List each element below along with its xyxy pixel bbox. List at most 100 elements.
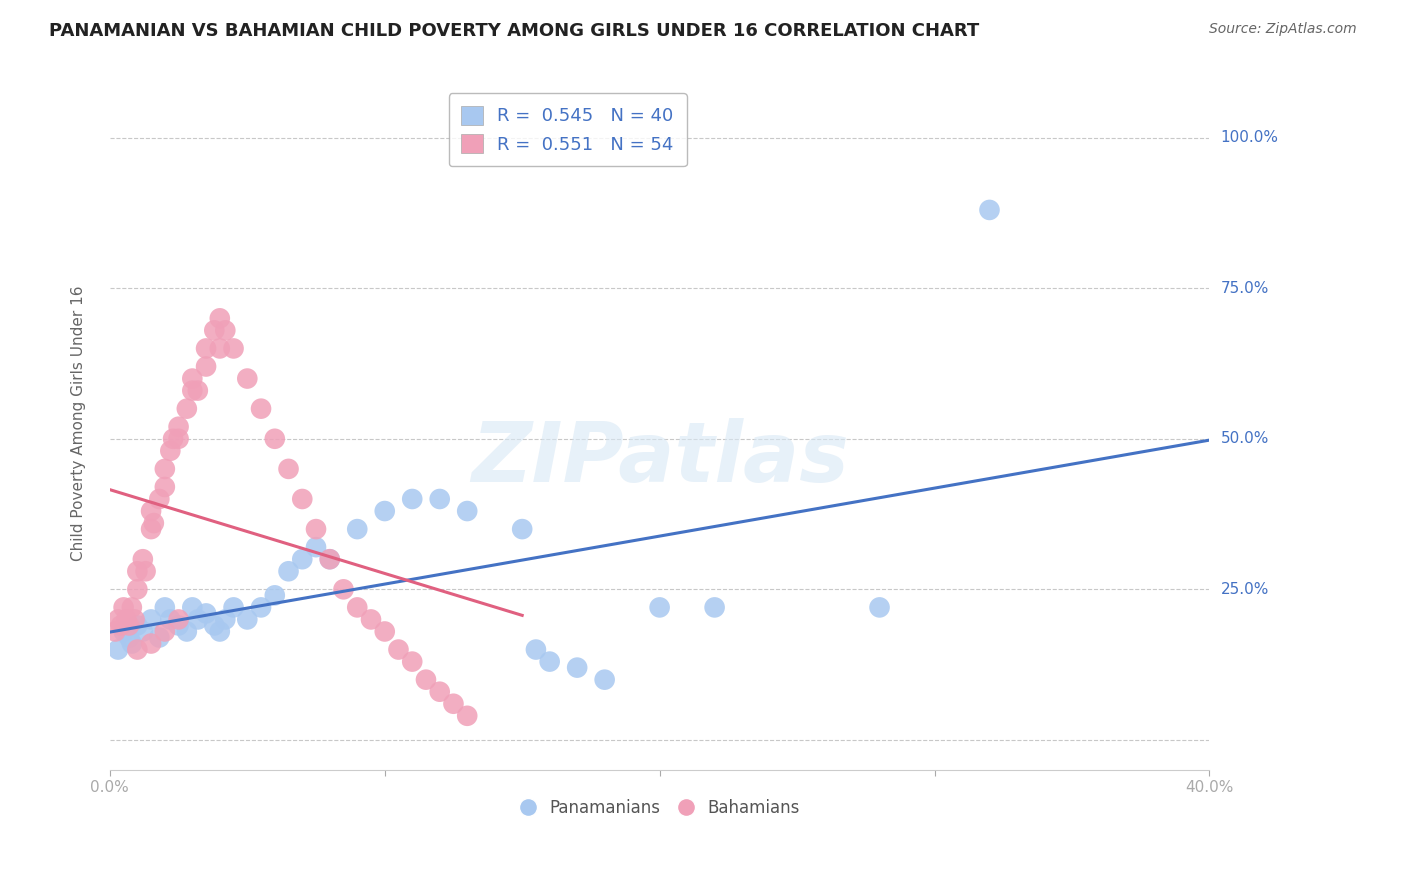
Point (135, 564, 157, 578)
Point (979, 202, 1001, 217)
Point (222, 600, 245, 615)
Point (319, 552, 342, 566)
Point (250, 401, 273, 416)
Point (139, 504, 162, 518)
Point (456, 504, 478, 518)
Point (593, 673, 616, 687)
Point (127, 582, 149, 597)
Y-axis label: Child Poverty Among Girls Under 16: Child Poverty Among Girls Under 16 (72, 286, 86, 561)
Point (132, 552, 155, 566)
Point (214, 323, 236, 337)
Point (167, 618, 190, 632)
Point (195, 359, 218, 374)
Point (118, 631, 141, 645)
Point (538, 655, 561, 669)
Point (567, 660, 589, 674)
Text: PANAMANIAN VS BAHAMIAN CHILD POVERTY AMONG GIRLS UNDER 16 CORRELATION CHART: PANAMANIAN VS BAHAMIAN CHILD POVERTY AMO… (49, 22, 980, 40)
Point (291, 491, 314, 506)
Point (195, 342, 218, 356)
Point (159, 612, 181, 626)
Point (107, 642, 129, 657)
Point (429, 684, 451, 698)
Point (222, 342, 245, 356)
Point (401, 491, 423, 506)
Point (127, 642, 149, 657)
Point (139, 612, 162, 626)
Text: 25.0%: 25.0% (1220, 582, 1268, 597)
Point (208, 624, 231, 639)
Legend: Panamanians, Bahamians: Panamanians, Bahamians (513, 793, 806, 824)
Point (250, 600, 273, 615)
Point (132, 624, 155, 639)
Point (208, 342, 231, 356)
Point (176, 401, 198, 416)
Point (443, 697, 465, 711)
Point (291, 552, 314, 566)
Point (153, 462, 176, 476)
Point (107, 612, 129, 626)
Text: 50.0%: 50.0% (1220, 431, 1268, 446)
Point (456, 708, 478, 723)
Point (181, 384, 204, 398)
Point (115, 612, 138, 626)
Point (208, 311, 231, 326)
Point (167, 612, 190, 626)
Point (187, 384, 209, 398)
Point (124, 612, 146, 626)
Point (112, 624, 135, 639)
Point (346, 600, 368, 615)
Point (148, 491, 170, 506)
Point (118, 618, 141, 632)
Point (332, 582, 354, 597)
Point (127, 564, 149, 578)
Point (236, 612, 259, 626)
Point (387, 642, 409, 657)
Point (153, 480, 176, 494)
Point (429, 491, 451, 506)
Point (181, 371, 204, 385)
Point (305, 522, 328, 536)
Point (401, 655, 423, 669)
Text: Source: ZipAtlas.com: Source: ZipAtlas.com (1209, 22, 1357, 37)
Point (148, 631, 170, 645)
Text: 75.0%: 75.0% (1220, 281, 1268, 296)
Point (277, 564, 299, 578)
Point (263, 588, 285, 602)
Text: 100.0%: 100.0% (1220, 130, 1278, 145)
Point (360, 612, 382, 626)
Point (159, 443, 181, 458)
Point (703, 600, 725, 615)
Point (176, 624, 198, 639)
Point (319, 552, 342, 566)
Point (869, 600, 891, 615)
Point (121, 600, 143, 615)
Text: ZIPatlas: ZIPatlas (471, 417, 849, 499)
Point (104, 624, 127, 639)
Point (195, 607, 218, 621)
Point (510, 522, 533, 536)
Point (277, 462, 299, 476)
Point (648, 600, 671, 615)
Point (187, 612, 209, 626)
Point (236, 371, 259, 385)
Point (142, 516, 165, 530)
Point (139, 636, 162, 650)
Point (127, 618, 149, 632)
Point (202, 618, 225, 632)
Point (263, 432, 285, 446)
Point (374, 624, 396, 639)
Point (181, 600, 204, 615)
Point (162, 432, 184, 446)
Point (112, 600, 135, 615)
Point (121, 636, 143, 650)
Point (153, 600, 176, 615)
Point (153, 624, 176, 639)
Point (415, 673, 437, 687)
Point (167, 419, 190, 434)
Point (167, 432, 190, 446)
Point (374, 504, 396, 518)
Point (524, 642, 547, 657)
Point (139, 522, 162, 536)
Point (305, 540, 328, 554)
Point (202, 323, 225, 337)
